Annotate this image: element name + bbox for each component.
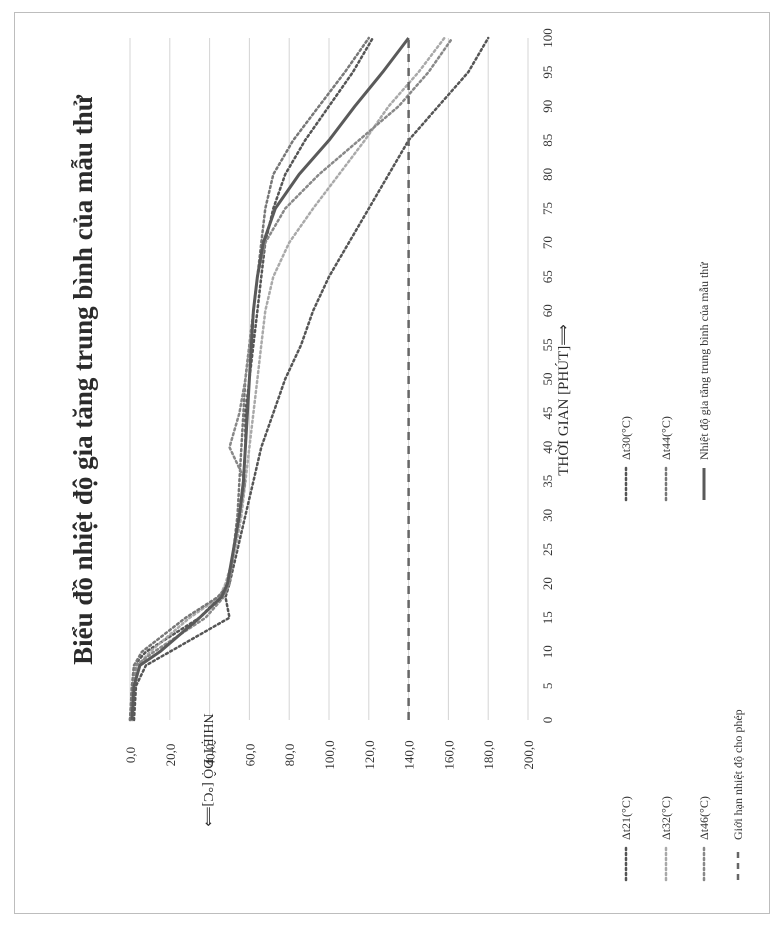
y-tick-label: 40,0 <box>203 744 218 767</box>
legend-label: Δt46(°C) <box>697 796 711 840</box>
x-tick-label: 95 <box>540 66 555 79</box>
chart-title: Biểu đồ nhiệt độ gia tăng trung bình của… <box>68 94 98 665</box>
series-line-1 <box>128 36 375 722</box>
x-tick-label: 30 <box>540 509 555 522</box>
y-tick-label: 160,0 <box>441 740 456 769</box>
y-tick-label: 100,0 <box>322 740 337 769</box>
y-tick-label: 140,0 <box>402 740 417 769</box>
series-line-3 <box>128 36 371 722</box>
y-tick-label: 120,0 <box>362 740 377 769</box>
x-tick-label: 60 <box>540 304 555 317</box>
series-line-0 <box>132 36 490 722</box>
legend-label: Δt32(°C) <box>659 796 673 840</box>
y-tick-label: 200,0 <box>521 740 536 769</box>
y-tick-label: 60,0 <box>242 744 257 767</box>
x-tick-label: 20 <box>540 577 555 590</box>
chart-frame <box>14 12 770 914</box>
series-line-2 <box>130 36 446 722</box>
x-tick-label: 45 <box>540 407 555 420</box>
x-tick-label: 100 <box>540 28 555 48</box>
x-tick-label: 85 <box>540 134 555 147</box>
legend-label: Giới hạn nhiệt độ cho phép <box>731 709 745 840</box>
legend-item: Δt44(°C) <box>659 416 673 502</box>
y-tick-label: 0,0 <box>123 747 138 763</box>
legend-item: Δt30(°C) <box>619 416 633 502</box>
legend: Δt21(°C) Δt32(°C) Δt46(°C) Giới hạn nhiệt đ… <box>619 262 745 882</box>
x-tick-label: 65 <box>540 270 555 283</box>
legend-item: Δt46(°C) <box>697 796 711 882</box>
legend-item: Giới hạn nhiệt độ cho phép <box>731 709 745 880</box>
legend-item: Δt21(°C) <box>619 796 633 882</box>
x-tick-label: 90 <box>540 100 555 113</box>
x-tick-label: 15 <box>540 611 555 624</box>
x-tick-label: 70 <box>540 236 555 249</box>
legend-label: Nhiệt độ gia tăng trung bình của mẫu thử <box>697 262 711 460</box>
x-tick-label: 0 <box>540 717 555 724</box>
legend-label: Δt21(°C) <box>619 796 633 840</box>
x-tick-label: 50 <box>540 373 555 386</box>
legend-item: Δt32(°C) <box>659 796 673 882</box>
legend-label: Δt44(°C) <box>659 416 673 460</box>
x-tick-label: 25 <box>540 543 555 556</box>
y-axis-title: NHIỆT ĐỘ [°C]⟹ <box>200 713 217 826</box>
x-tick-label: 40 <box>540 441 555 454</box>
series-line-4 <box>130 36 454 722</box>
plot-area <box>128 36 529 722</box>
y-tick-label: 20,0 <box>163 744 178 767</box>
x-tick-label: 55 <box>540 338 555 351</box>
series-line-5 <box>130 37 410 721</box>
x-tick-label: 35 <box>540 475 555 488</box>
x-tick-label: 10 <box>540 645 555 658</box>
x-axis-title: THỜI GIAN [PHÚT]⟹ <box>555 324 572 475</box>
x-tick-label: 75 <box>540 202 555 215</box>
legend-item: Nhiệt độ gia tăng trung bình của mẫu thử <box>697 262 711 500</box>
y-tick-label: 80,0 <box>282 744 297 767</box>
y-tick-label: 180,0 <box>481 740 496 769</box>
x-tick-label: 5 <box>540 683 555 690</box>
legend-label: Δt30(°C) <box>619 416 633 460</box>
x-tick-label: 80 <box>540 168 555 181</box>
